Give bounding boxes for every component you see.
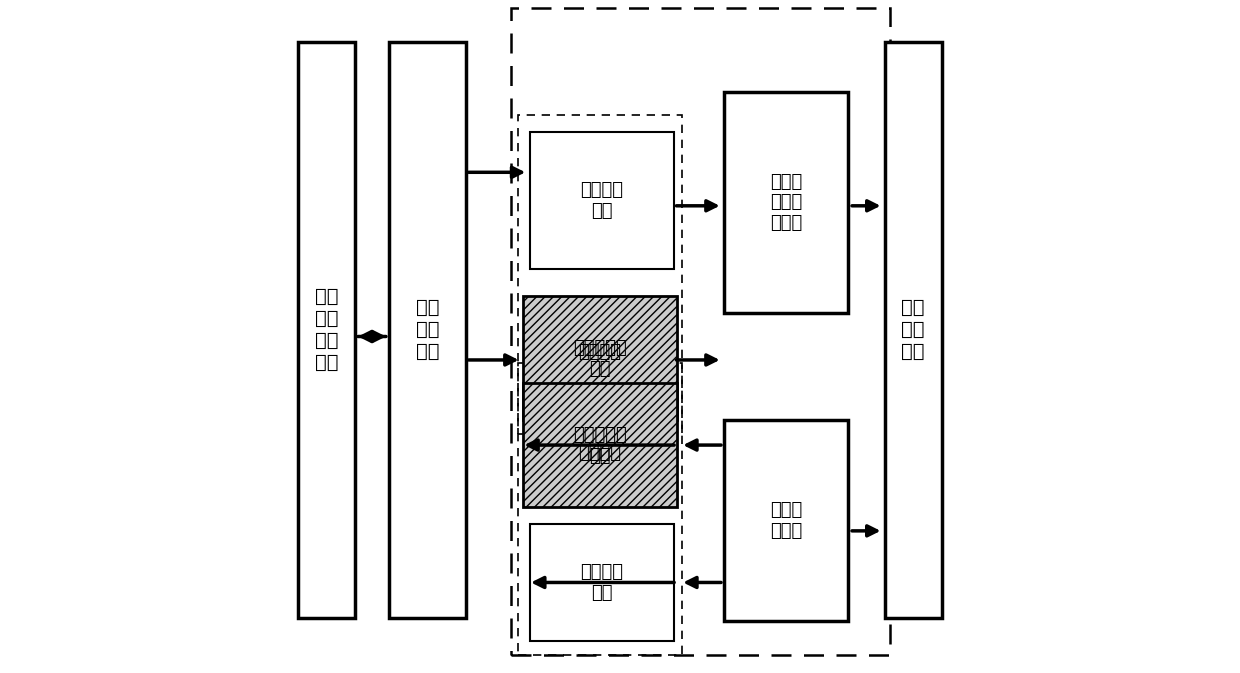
Bar — [518, 363, 682, 655]
Text: 网络
应用
及其
接口: 网络 应用 及其 接口 — [315, 287, 339, 372]
Bar — [529, 132, 673, 269]
Bar — [523, 296, 677, 420]
Text: 强实时数据
缓冲: 强实时数据 缓冲 — [573, 339, 626, 378]
Text: 网络
传输
协议: 网络 传输 协议 — [415, 298, 439, 361]
Text: 普通数据
缓冲: 普通数据 缓冲 — [580, 563, 622, 602]
Bar — [523, 384, 677, 507]
Text: 网络
收发
接口: 网络 收发 接口 — [901, 298, 925, 361]
Bar — [724, 420, 848, 621]
Bar — [529, 524, 673, 641]
Text: 发送缓存: 发送缓存 — [578, 444, 621, 462]
Bar — [884, 42, 941, 618]
Bar — [511, 8, 890, 655]
Text: 接收缓存: 接收缓存 — [578, 343, 621, 361]
Text: 强实时数据
缓冲: 强实时数据 缓冲 — [573, 426, 626, 465]
Text: 接收数
据分流: 接收数 据分流 — [770, 501, 802, 540]
Bar — [518, 115, 682, 433]
Text: 普通数据
缓冲: 普通数据 缓冲 — [580, 182, 622, 220]
Text: 抢占式
时间触
发调度: 抢占式 时间触 发调度 — [770, 173, 802, 232]
Bar — [389, 42, 466, 618]
Bar — [299, 42, 356, 618]
Bar — [724, 92, 848, 313]
